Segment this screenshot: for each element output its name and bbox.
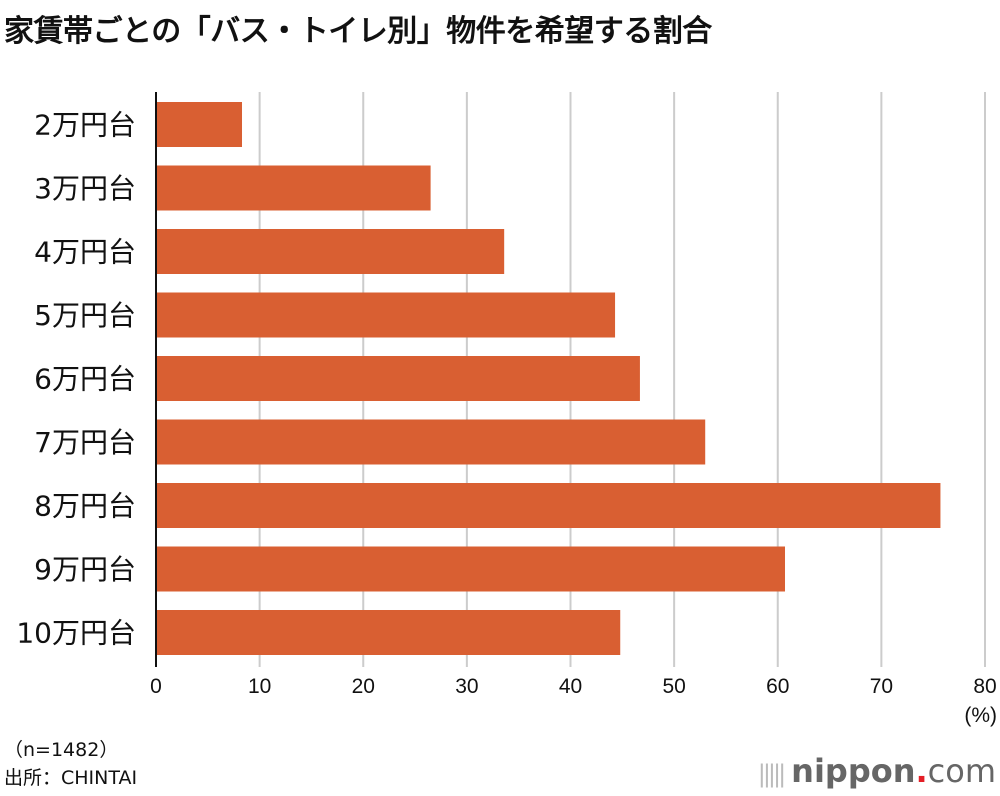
- y-category-label: 3万円台: [34, 172, 136, 205]
- chart-title: 家賃帯ごとの「バス・トイレ別」物件を希望する割合: [4, 14, 712, 49]
- bar: [156, 610, 621, 655]
- logo-dot: .: [915, 752, 928, 790]
- bar: [156, 165, 431, 211]
- y-category-label: 8万円台: [34, 490, 136, 523]
- sample-size-note: （n=1482）: [4, 739, 119, 761]
- y-category-label: 6万円台: [34, 363, 136, 396]
- x-axis-unit: (%): [964, 704, 997, 727]
- x-tick-label: 10: [248, 675, 271, 698]
- x-tick-label: 50: [662, 675, 685, 698]
- source-note: 出所：CHINTAI: [4, 767, 138, 789]
- y-category-label: 10万円台: [16, 617, 136, 650]
- x-tick-label: 40: [559, 675, 582, 698]
- nippon-logo: ||||| nippon.com: [758, 752, 996, 790]
- x-tick-label: 70: [870, 675, 893, 698]
- bar: [156, 483, 941, 528]
- x-tick-label: 80: [973, 675, 996, 698]
- x-tick-label: 60: [766, 675, 789, 698]
- bar: [156, 102, 243, 147]
- y-category-label: 9万円台: [34, 553, 136, 586]
- bar: [156, 356, 640, 401]
- x-tick-label: 30: [455, 675, 478, 698]
- y-category-label: 2万円台: [34, 109, 136, 142]
- bar: [156, 419, 706, 465]
- bar: [156, 229, 505, 274]
- logo-suffix: com: [927, 752, 996, 790]
- bar: [156, 292, 616, 338]
- y-category-label: 7万円台: [34, 426, 136, 459]
- logo-name: nippon: [791, 752, 916, 790]
- bar: [156, 546, 786, 592]
- logo-bars-icon: |||||: [757, 760, 786, 788]
- y-category-label: 4万円台: [34, 236, 136, 269]
- x-tick-label: 20: [352, 675, 375, 698]
- y-category-label: 5万円台: [34, 299, 136, 332]
- x-tick-label: 0: [150, 675, 162, 698]
